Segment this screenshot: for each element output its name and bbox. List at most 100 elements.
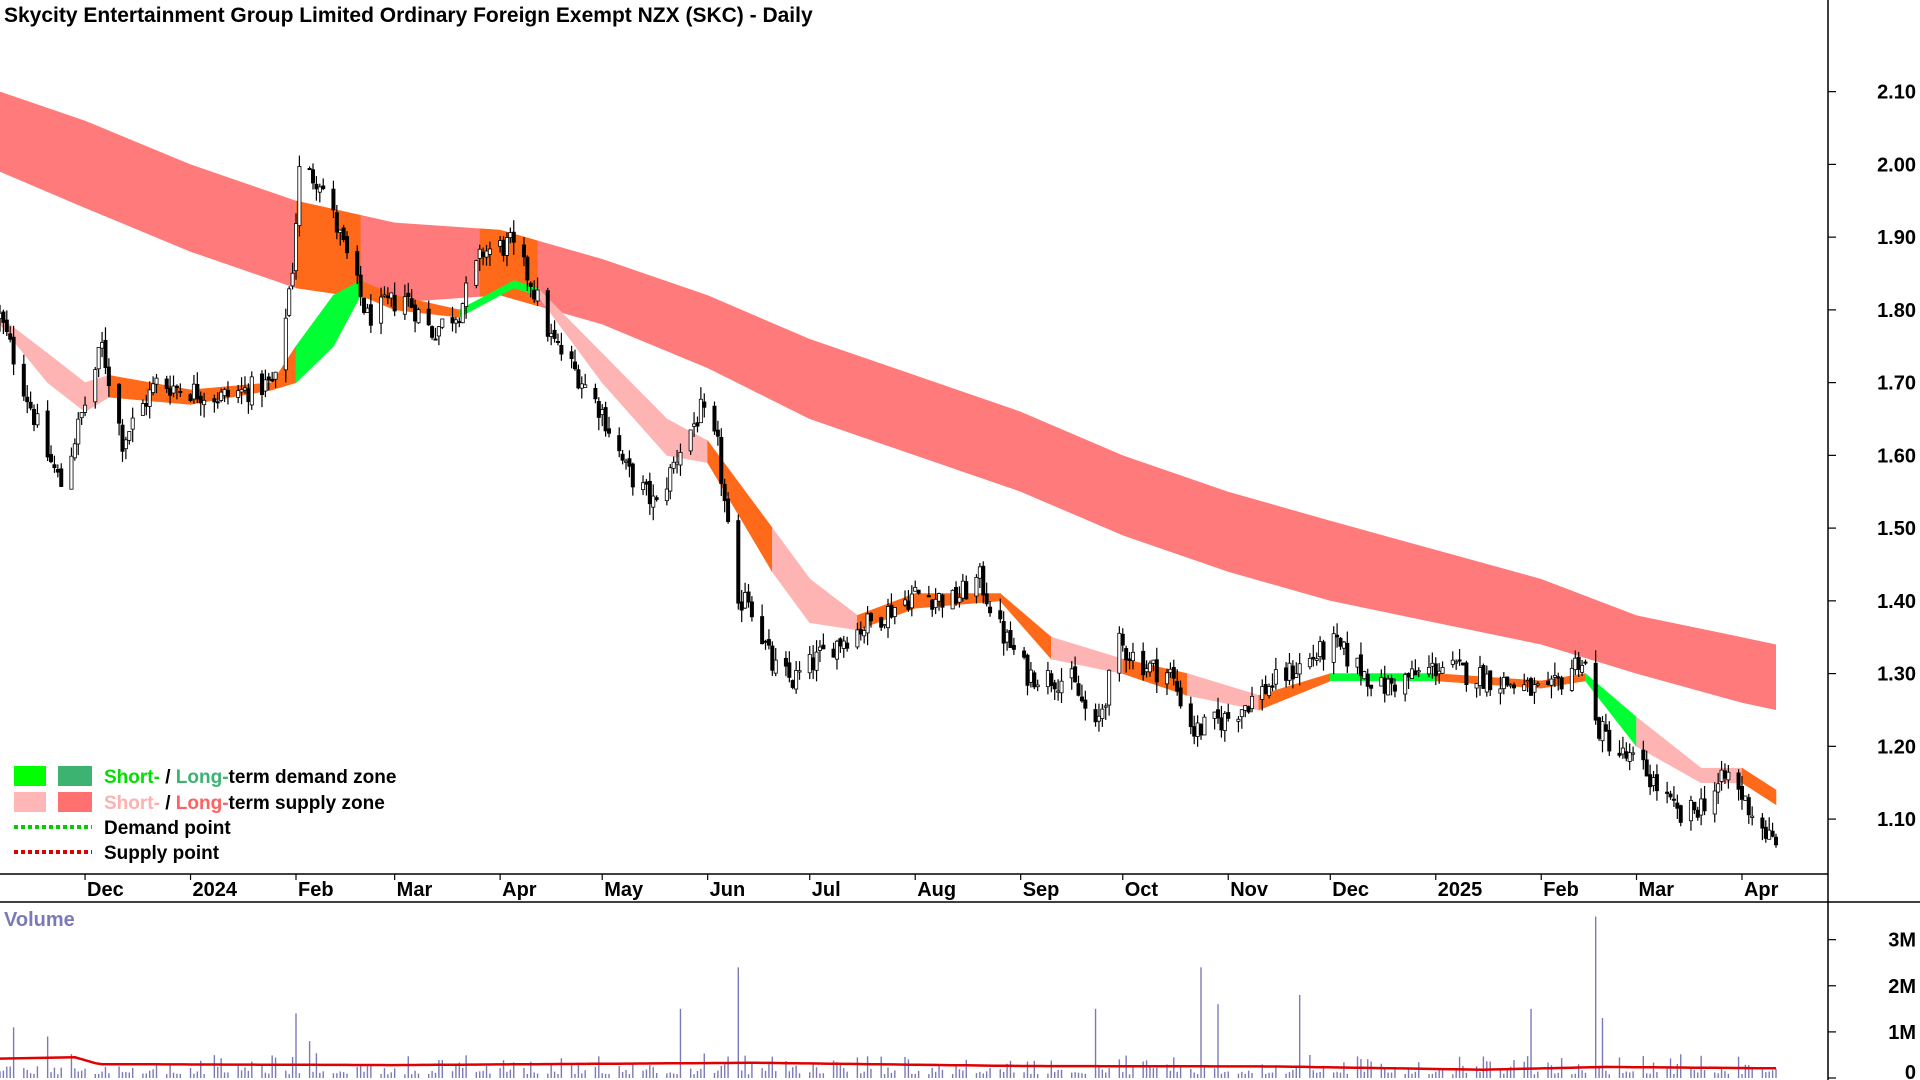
candle-body: [464, 282, 469, 307]
candle-body: [1597, 717, 1602, 739]
candle-body: [981, 565, 986, 596]
candle-body: [52, 464, 57, 469]
candle-body: [215, 401, 220, 404]
candle-body: [797, 670, 802, 673]
candle-body: [32, 408, 37, 425]
candle-body: [259, 373, 264, 396]
candle-body: [49, 454, 54, 463]
candle-body: [1079, 696, 1084, 702]
candle-body: [1335, 634, 1340, 638]
candle-body: [909, 593, 914, 609]
candle-body: [1117, 632, 1122, 674]
candle-body: [736, 520, 741, 604]
candle-body: [1576, 656, 1581, 670]
candle-body: [521, 244, 526, 258]
candle-body: [1284, 667, 1289, 681]
short-term-zone-segment: [809, 578, 858, 631]
x-tick-label: 2024: [193, 879, 238, 901]
x-tick-label: May: [604, 879, 644, 901]
candle-body: [984, 593, 989, 605]
y-axis-ticks: 2.10 2.00 1.90 1.80 1.70 1.60 1.50 1.40 1.30 1.20…: [1828, 82, 1916, 831]
candle-body: [630, 463, 635, 488]
candle-body: [79, 412, 84, 419]
volume-tick-label: 0: [1905, 1062, 1916, 1080]
candle-body: [916, 589, 921, 594]
candle-body: [0, 312, 3, 319]
candle-body: [266, 376, 271, 381]
candle-body: [28, 401, 33, 409]
candle-body: [763, 640, 768, 643]
candle-body: [1127, 658, 1132, 661]
candle-body: [164, 378, 169, 389]
candle-body: [154, 377, 159, 385]
candle-body: [1073, 666, 1078, 683]
candle-body: [1164, 672, 1169, 685]
candle-body: [1416, 670, 1421, 673]
x-tick-label: Feb: [298, 879, 334, 901]
candle-body: [1260, 686, 1265, 700]
candle-body: [273, 371, 278, 380]
candle-body: [1437, 670, 1442, 675]
candle-body: [59, 468, 64, 487]
candle-body: [811, 657, 816, 671]
candle-body: [1627, 752, 1632, 762]
candle-body: [1716, 783, 1721, 793]
legend-short-demand-swatch: [14, 766, 46, 786]
candle-body: [130, 417, 135, 430]
candle-body: [123, 439, 128, 450]
legend-supply-point-label: Supply point: [104, 843, 220, 864]
candle-body: [83, 404, 88, 413]
candle-body: [739, 601, 744, 611]
candle-body: [1314, 658, 1319, 661]
candle-body: [879, 617, 884, 628]
candle-body: [841, 640, 846, 649]
candle-body: [283, 317, 288, 371]
candle-body: [1216, 709, 1221, 719]
candle-body: [572, 361, 577, 370]
candle-body: [1617, 752, 1622, 756]
candle-body: [1083, 699, 1088, 709]
candle-body: [1651, 777, 1656, 786]
candle-body: [225, 389, 230, 397]
candle-body: [1188, 703, 1193, 728]
candle-body: [178, 390, 183, 393]
x-tick-label: Apr: [1744, 879, 1779, 901]
x-axis-ticks: Dec 2024 Feb Mar Apr May Jun Jul Aug Sep Oct Nov Dec…: [84, 874, 1779, 901]
candle-body: [365, 307, 370, 313]
candle-body: [1767, 829, 1772, 840]
candle-body: [624, 460, 629, 463]
y-tick-label: 2.10: [1877, 82, 1916, 104]
y-tick-label: 2.00: [1877, 154, 1916, 176]
candle-body: [72, 443, 77, 459]
candle-body: [477, 248, 482, 259]
candle-body: [1433, 663, 1438, 677]
candle-body: [25, 396, 30, 403]
candle-body: [246, 388, 251, 402]
candle-body: [926, 595, 931, 598]
candle-body: [1192, 726, 1197, 737]
candle-body: [749, 601, 754, 618]
candle-body: [1028, 669, 1033, 683]
y-tick-label: 1.10: [1877, 809, 1916, 831]
candle-body: [345, 236, 350, 254]
candle-body: [1338, 637, 1343, 647]
legend: Short- / Long-term demand zone Short- / …: [14, 766, 396, 864]
candle-body: [1382, 677, 1387, 694]
candle-body: [1644, 759, 1649, 777]
short-term-zone-segment: [47, 352, 86, 413]
candle-body: [1100, 708, 1105, 719]
candle-body: [552, 329, 557, 339]
candle-body: [457, 321, 462, 324]
candle-body: [1008, 630, 1013, 648]
candle-body: [334, 212, 339, 233]
candle-body: [504, 237, 509, 256]
candle-body: [1130, 651, 1135, 662]
candle-body: [1457, 659, 1462, 662]
candle-body: [11, 336, 16, 365]
candle-body: [147, 389, 152, 407]
candle-body: [1692, 801, 1697, 811]
candle-body: [460, 303, 465, 324]
x-tick-label: Oct: [1125, 879, 1159, 901]
candle-body: [1549, 678, 1554, 686]
candle-body: [93, 369, 98, 403]
